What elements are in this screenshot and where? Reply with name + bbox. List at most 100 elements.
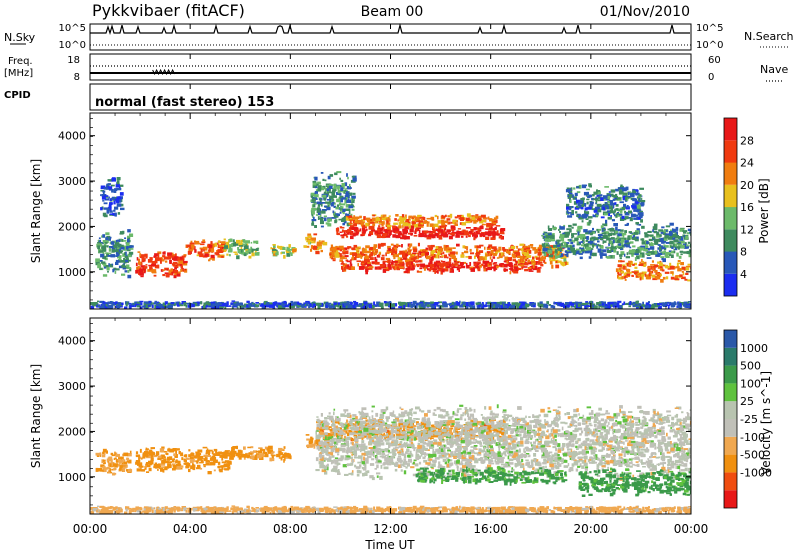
power-cell	[342, 190, 345, 193]
velocity-cell	[102, 468, 107, 473]
power-cell	[627, 192, 630, 195]
power-cell	[320, 220, 324, 225]
power-cell	[342, 186, 345, 190]
power-cell	[474, 255, 476, 259]
nsky-tick-hi: 10^5	[59, 23, 86, 34]
power-cell	[429, 264, 435, 267]
power-cell	[413, 234, 418, 237]
velocity-cell	[225, 452, 231, 455]
power-cell	[423, 230, 429, 234]
power-cell	[639, 254, 642, 258]
power-cell	[485, 228, 491, 230]
power-cell	[487, 263, 492, 267]
power-cell	[124, 256, 128, 259]
power-cell	[685, 267, 690, 271]
power-cell	[103, 266, 107, 269]
power-cell	[362, 251, 366, 254]
power-cell	[221, 302, 226, 307]
velocity-cell	[100, 469, 104, 472]
power-cell	[137, 265, 140, 270]
power-cell	[250, 241, 253, 244]
power-cell	[678, 236, 682, 240]
power-cell	[103, 202, 108, 205]
power-cell	[668, 236, 673, 240]
power-cell	[123, 247, 128, 251]
power-cell	[468, 214, 472, 218]
power-cell	[394, 263, 398, 267]
power-cell	[328, 194, 330, 197]
power-cell	[119, 244, 124, 249]
power-cell	[636, 255, 640, 260]
power-cell	[443, 244, 446, 249]
power-cell	[646, 240, 649, 244]
power-cell	[574, 192, 578, 197]
power-cell	[326, 199, 332, 201]
power-cell	[331, 191, 335, 196]
power-cell	[140, 254, 145, 259]
power-cell	[116, 201, 120, 204]
power-cell	[396, 266, 400, 271]
power-cell	[294, 301, 297, 305]
power-cell	[492, 256, 496, 259]
power-cell	[496, 303, 500, 306]
velocity-cell	[308, 441, 313, 445]
power-cell	[351, 208, 355, 211]
power-cell	[101, 245, 107, 250]
power-cell	[475, 253, 479, 257]
power-cell	[417, 216, 420, 221]
power-cell	[333, 205, 336, 208]
velocity-cell	[225, 454, 231, 457]
power-cell	[311, 213, 313, 217]
power-cell	[440, 229, 444, 233]
power-cell	[484, 246, 486, 250]
power-cell	[129, 267, 132, 272]
power-cell	[126, 267, 131, 269]
power-cell	[126, 257, 129, 262]
power-cell	[376, 221, 378, 224]
power-cell	[640, 214, 643, 219]
power-cell	[509, 305, 515, 309]
power-cell	[645, 252, 649, 255]
velocity-cell	[226, 460, 232, 463]
power-cell	[487, 266, 492, 271]
colorbar-tick-label: 12	[740, 223, 754, 236]
velocity-cell	[204, 456, 207, 460]
power-cell	[596, 203, 602, 208]
power-cell	[621, 218, 624, 221]
power-cell	[484, 231, 490, 236]
power-cell	[387, 229, 392, 234]
power-cell	[153, 274, 157, 277]
velocity-cell	[185, 465, 190, 469]
power-cell	[581, 184, 587, 189]
power-cell	[370, 251, 374, 255]
power-cell	[230, 302, 234, 305]
power-cell	[671, 250, 674, 254]
power-cell	[144, 270, 146, 274]
power-cell	[574, 237, 579, 241]
power-cell	[409, 228, 414, 233]
velocity-cell	[102, 448, 107, 453]
power-cell	[660, 279, 664, 283]
velocity-cell	[114, 464, 118, 468]
power-cell	[121, 265, 125, 268]
velocity-cell	[95, 452, 101, 456]
power-cell	[645, 248, 648, 252]
station-title: Pykkvibaer (fitACF)	[92, 1, 245, 20]
power-cell	[559, 302, 565, 307]
power-cell	[550, 235, 555, 239]
power-cell	[98, 265, 102, 269]
velocity-cell	[189, 459, 193, 464]
power-cell	[494, 251, 498, 255]
power-cell	[117, 212, 121, 215]
velocity-cell	[230, 453, 235, 458]
power-cell	[606, 249, 612, 253]
power-cell	[361, 303, 366, 307]
power-cell	[319, 244, 322, 247]
power-cell	[635, 300, 639, 304]
power-cell	[455, 261, 460, 263]
power-cell	[248, 255, 252, 259]
power-cell	[345, 259, 349, 262]
power-cell	[662, 264, 665, 267]
power-cell	[347, 305, 352, 309]
power-cell	[628, 305, 631, 308]
